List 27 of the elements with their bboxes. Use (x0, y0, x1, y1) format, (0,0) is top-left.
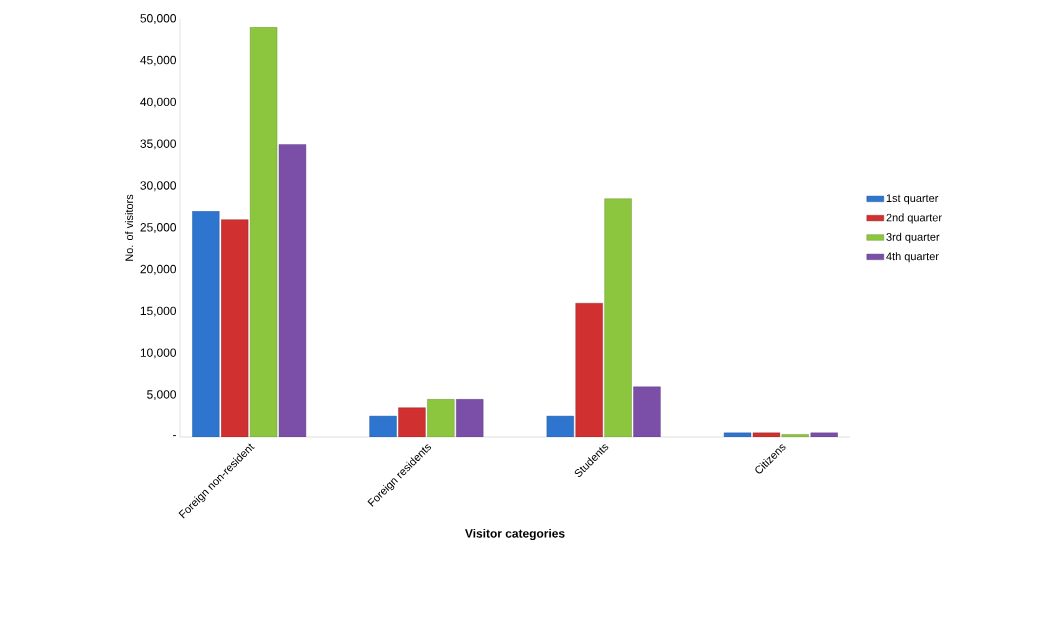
y-tick-label: 45,000 (140, 55, 177, 66)
legend-label: 1st quarter (886, 194, 939, 205)
bar (456, 399, 484, 437)
y-tick-label: 35,000 (140, 139, 177, 150)
y-tick-label: 30,000 (140, 181, 177, 192)
bar (604, 198, 632, 437)
bar (249, 27, 278, 437)
x-axis-title: Visitor categories (465, 528, 565, 541)
y-tick-label: 25,000 (140, 223, 177, 233)
y-tick-label: 40,000 (140, 97, 177, 108)
y-tick-label: 5,000 (147, 390, 177, 401)
bar (278, 144, 307, 437)
bar (398, 407, 426, 437)
y-tick-label: 50,000 (140, 14, 177, 24)
legend-label: 2nd quarter (886, 213, 942, 224)
bar (633, 386, 661, 437)
bar (221, 219, 249, 437)
y-tick-label: 20,000 (140, 264, 177, 275)
legend-label: 4th quarter (886, 252, 939, 263)
bar (192, 211, 220, 437)
y-tick-label: - (173, 435, 176, 437)
bar (427, 399, 455, 437)
bar (575, 303, 603, 437)
y-axis-title: No. of visitors (125, 194, 134, 261)
y-tick-label: 10,000 (140, 348, 177, 359)
y-tick-label: 15,000 (140, 306, 177, 317)
legend-label: 3rd quarter (886, 232, 940, 243)
